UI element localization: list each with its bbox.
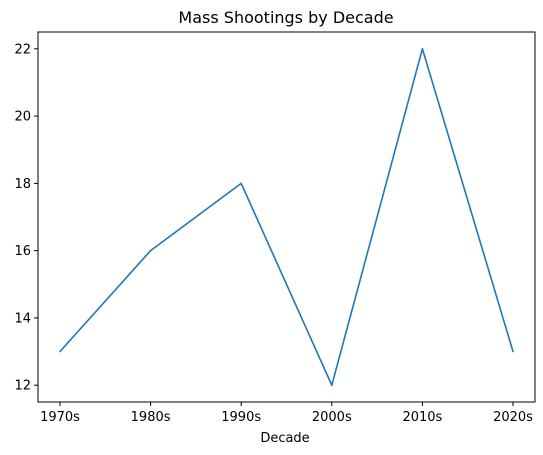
- x-tick-label: 2020s: [493, 410, 533, 425]
- y-axis: 12 14 16 18 20 22: [14, 42, 38, 393]
- data-point: [422, 48, 424, 50]
- series-line: [60, 49, 513, 385]
- x-tick-label: 1990s: [221, 410, 261, 425]
- data-point: [331, 384, 333, 386]
- data-point: [512, 351, 514, 353]
- y-tick-label: 16: [14, 244, 31, 259]
- data-point: [59, 351, 61, 353]
- x-tick-label: 2000s: [312, 410, 352, 425]
- x-tick-label: 1970s: [40, 410, 80, 425]
- x-tick-label: 1980s: [131, 410, 171, 425]
- x-axis-label: Decade: [260, 431, 309, 446]
- data-point: [150, 250, 152, 252]
- y-tick-label: 22: [14, 42, 31, 57]
- series-group: [59, 48, 514, 386]
- plot-area-frame: [38, 32, 535, 402]
- x-axis: 1970s 1980s 1990s 2000s 2010s 2020s: [40, 402, 533, 425]
- y-tick-label: 12: [14, 379, 31, 394]
- y-tick-label: 14: [14, 311, 31, 326]
- y-tick-label: 18: [14, 177, 31, 192]
- y-tick-label: 20: [14, 110, 31, 125]
- x-tick-label: 2010s: [402, 410, 442, 425]
- data-point: [240, 183, 242, 185]
- chart-title: Mass Shootings by Decade: [178, 8, 393, 27]
